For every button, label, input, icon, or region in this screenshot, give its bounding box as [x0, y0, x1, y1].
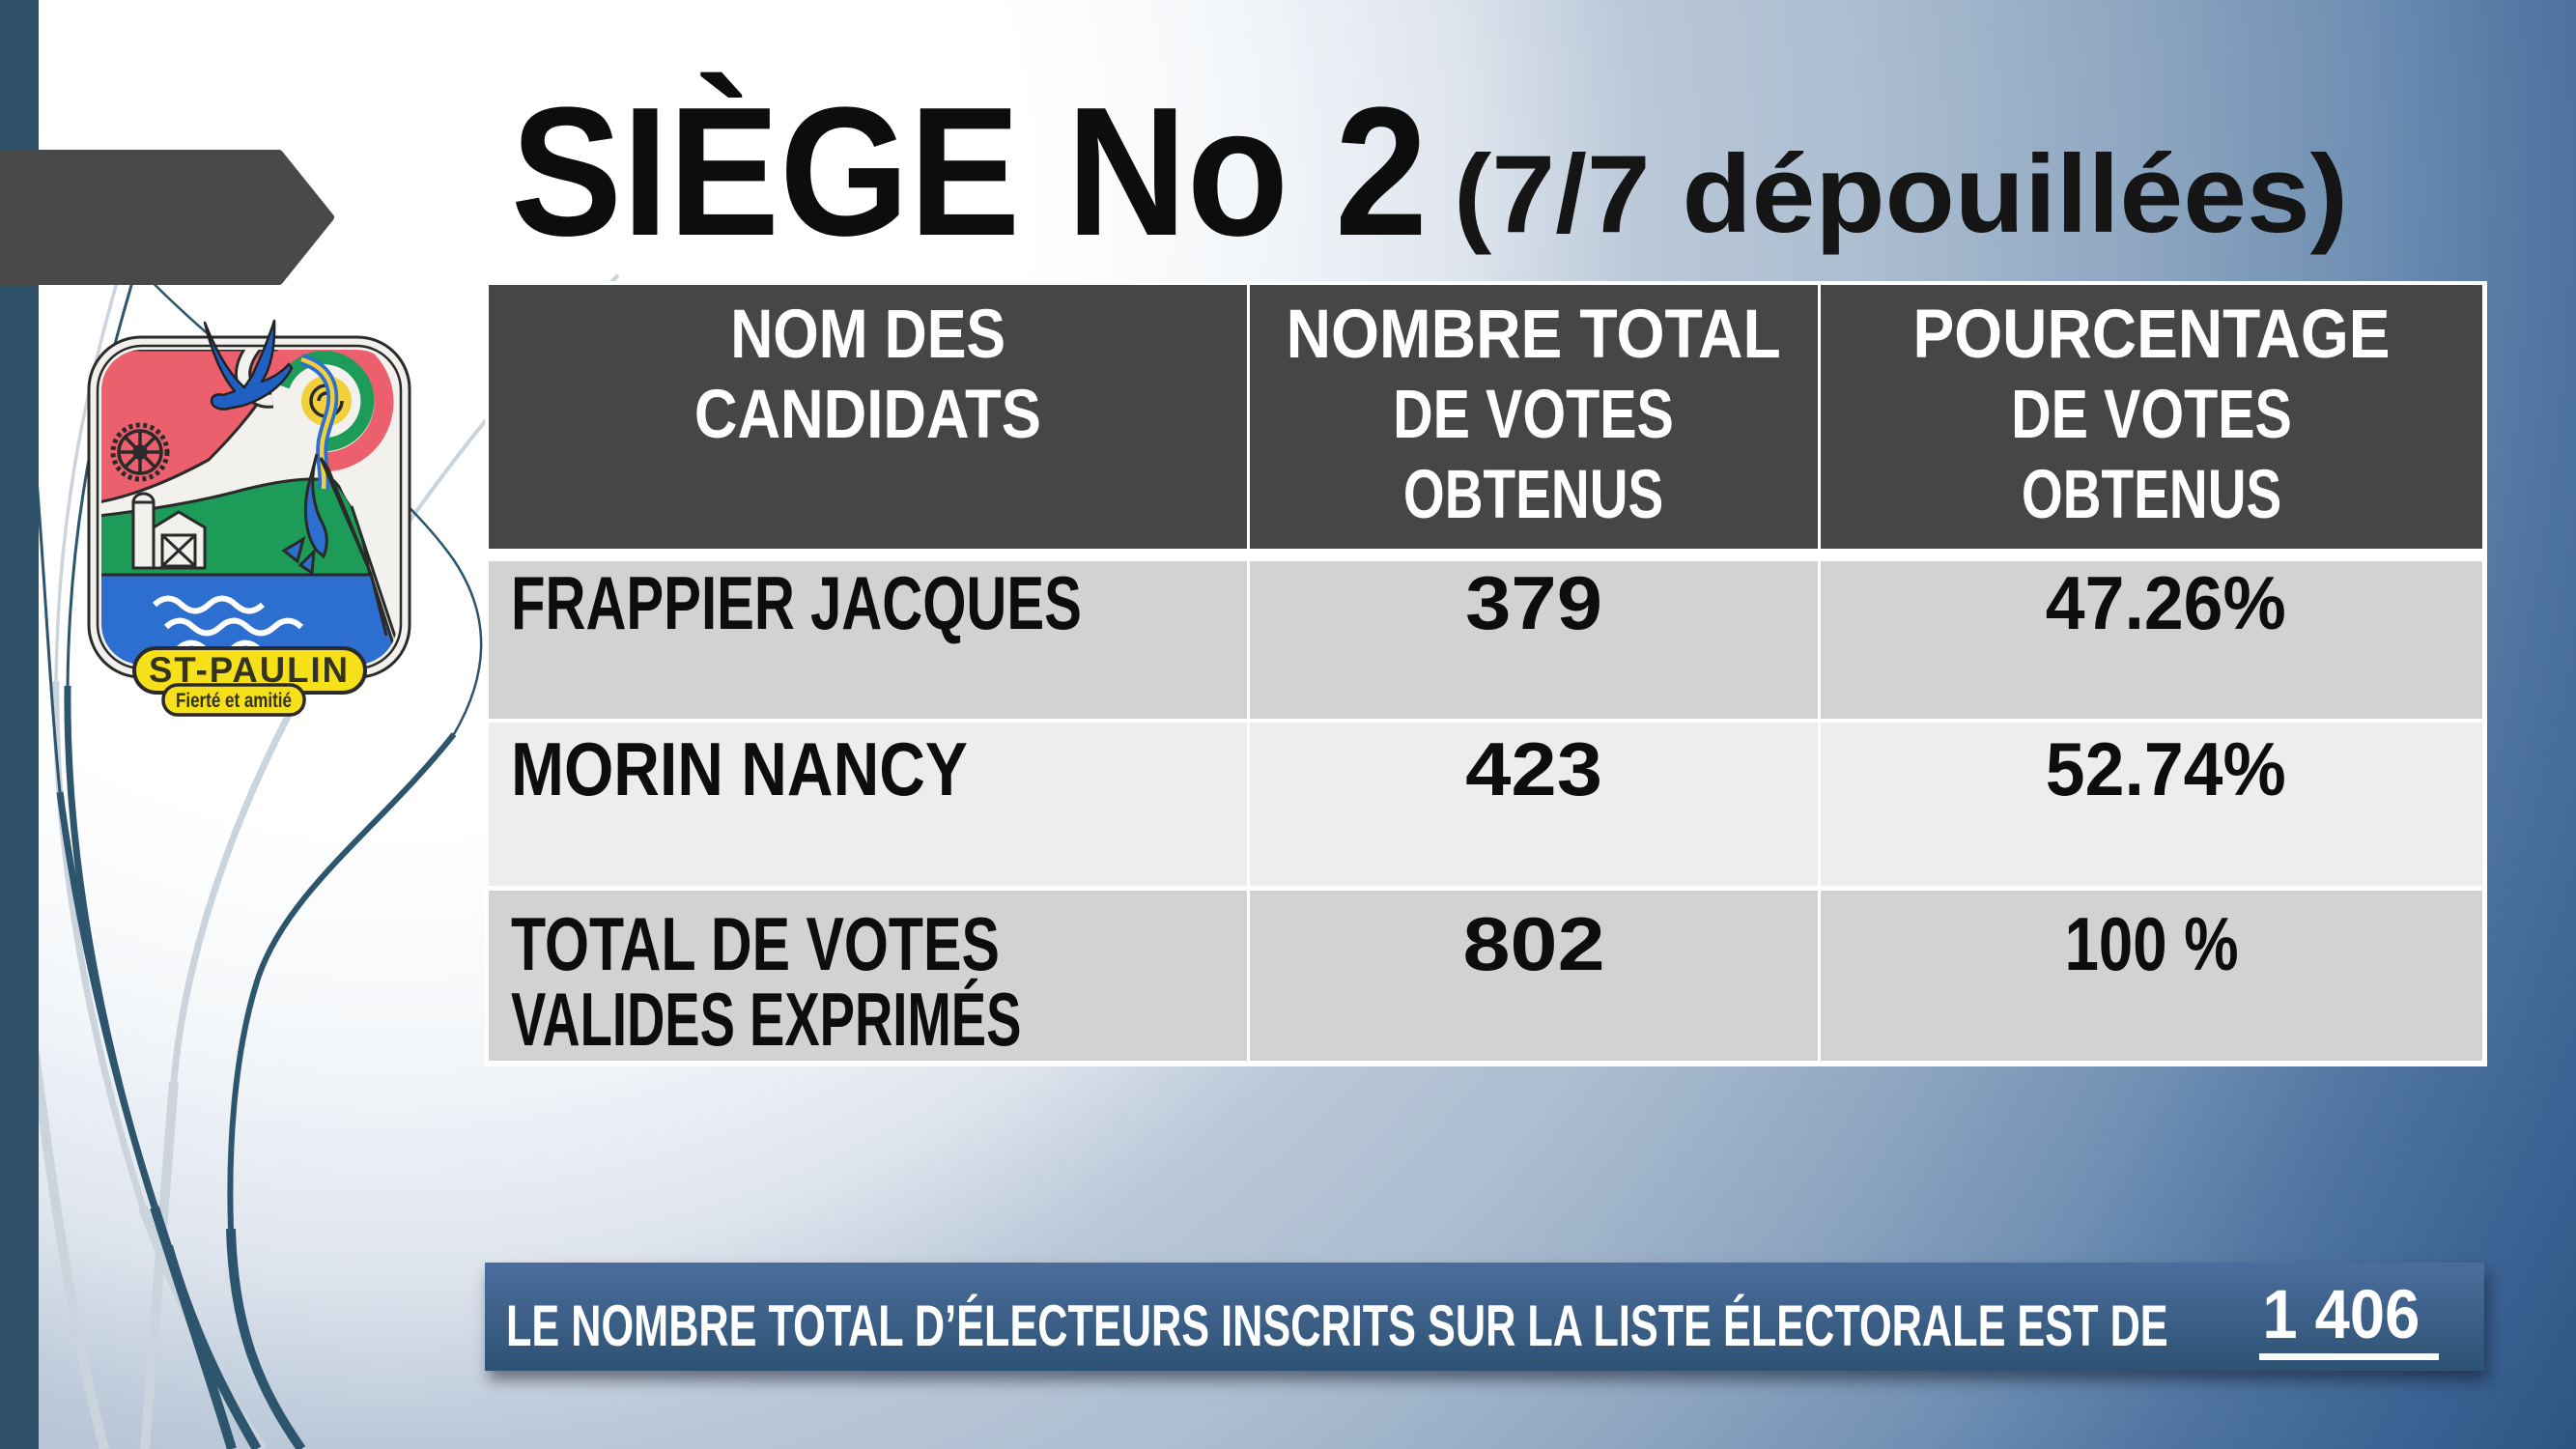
svg-text:Fierté et amitié: Fierté et amitié [176, 690, 292, 712]
svg-text:ST-PAULIN: ST-PAULIN [149, 650, 350, 690]
